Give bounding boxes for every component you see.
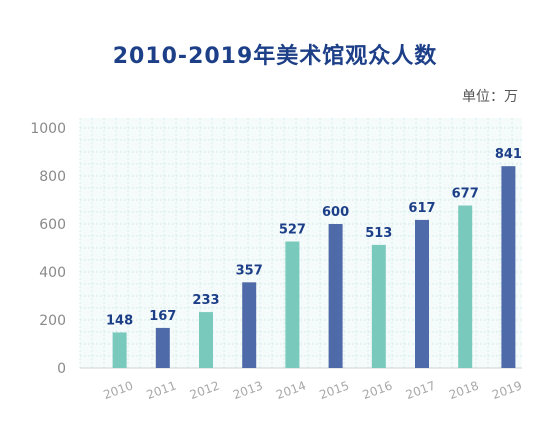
bar (328, 224, 343, 368)
y-tick-label: 400 (39, 265, 66, 281)
data-label: 148 (106, 313, 133, 328)
bar (199, 312, 213, 368)
bar (458, 205, 473, 368)
y-tick-label: 800 (39, 169, 66, 185)
x-tick-label: 2011 (145, 378, 178, 402)
x-tick-label: 2013 (231, 378, 264, 402)
x-tick-label: 2014 (274, 378, 307, 402)
bar (112, 332, 127, 368)
bar (285, 241, 300, 368)
data-label: 527 (279, 223, 306, 238)
chart-title: 2010-2019年美术馆观众人数 (112, 44, 438, 69)
y-tick-label: 0 (57, 361, 66, 377)
x-tick-label: 2016 (361, 378, 394, 402)
data-label: 233 (192, 293, 219, 308)
bar (242, 282, 257, 368)
data-label: 513 (365, 226, 392, 241)
plot-area (80, 118, 522, 368)
x-tick-label: 2015 (317, 378, 350, 402)
x-tick-label: 2017 (404, 378, 437, 402)
data-label: 677 (452, 187, 479, 202)
data-label: 617 (408, 201, 435, 216)
bar (415, 219, 429, 368)
unit-label: 单位：万 (462, 89, 518, 105)
data-label: 357 (236, 263, 263, 278)
data-label: 167 (149, 309, 176, 324)
x-tick-label: 2012 (188, 378, 221, 402)
bar (155, 327, 170, 368)
data-label: 600 (322, 205, 349, 220)
x-tick-label: 2018 (447, 378, 480, 402)
y-tick-label: 1000 (30, 121, 66, 137)
x-tick-label: 2019 (490, 378, 523, 402)
data-label: 841 (495, 147, 522, 162)
bar (371, 244, 386, 368)
y-tick-label: 200 (39, 313, 66, 329)
x-tick-label: 2010 (101, 378, 134, 402)
bar (501, 166, 516, 368)
y-tick-label: 600 (39, 217, 66, 233)
